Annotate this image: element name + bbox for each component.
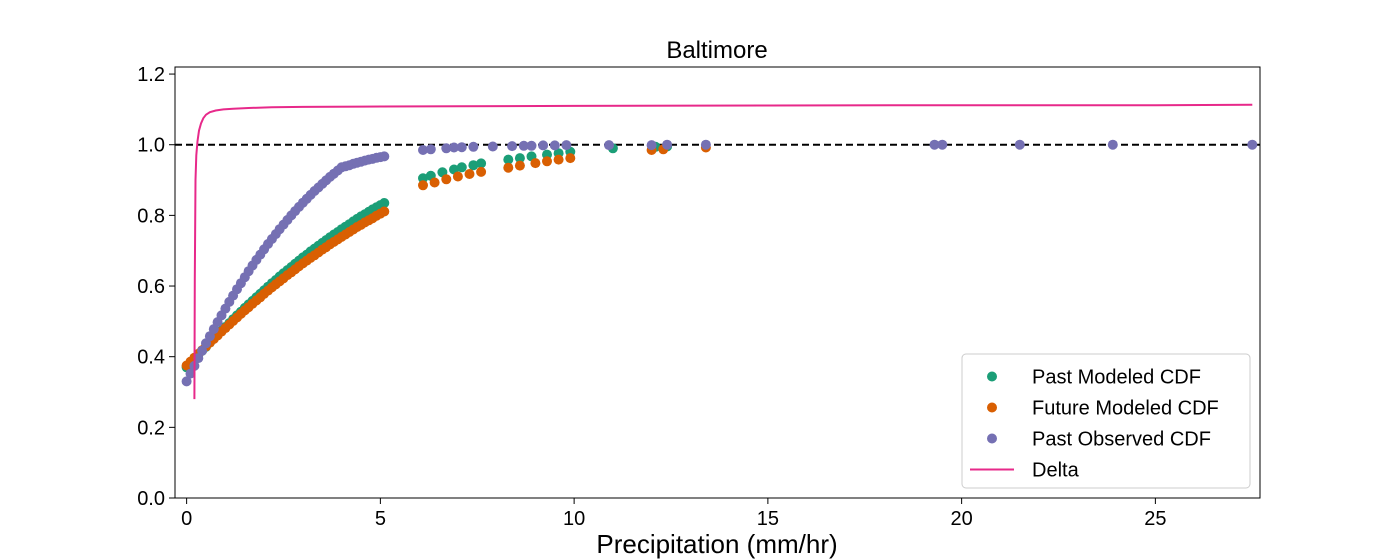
data-point (503, 162, 514, 173)
legend-label: Delta (1032, 460, 1080, 482)
data-point (561, 140, 572, 151)
x-tick-label: 10 (563, 508, 585, 530)
data-point (530, 158, 541, 169)
plot-frame (174, 66, 1261, 499)
data-point (604, 140, 614, 151)
data-point (549, 140, 560, 151)
data-point (526, 140, 537, 151)
data-point (425, 144, 436, 155)
data-point (565, 153, 576, 164)
x-tick-label: 5 (375, 508, 386, 530)
data-point (1107, 139, 1118, 150)
data-point (418, 180, 428, 191)
data-point (646, 140, 657, 151)
series-layer (181, 103, 1258, 400)
series-3 (193, 103, 1253, 400)
y-tick-label: 0.0 (137, 488, 165, 510)
data-point (487, 141, 498, 152)
data-point (538, 140, 549, 151)
x-tick-label: 15 (757, 508, 779, 530)
data-point (429, 177, 440, 188)
data-point (441, 174, 452, 185)
x-tick-label: 0 (181, 508, 192, 530)
data-point (468, 160, 479, 171)
data-point (507, 141, 518, 152)
x-tick-label: 20 (951, 508, 973, 530)
data-point (514, 160, 525, 171)
data-point (185, 368, 196, 379)
data-point (464, 169, 475, 179)
data-point (456, 142, 467, 153)
x-tick-label: 25 (1144, 508, 1166, 530)
data-point (700, 139, 711, 150)
data-point (476, 166, 487, 177)
data-point (379, 151, 390, 162)
y-tick-label: 0.8 (137, 205, 165, 227)
y-tick-label: 0.6 (137, 276, 165, 298)
data-point (929, 139, 940, 150)
chart-title: Baltimore (666, 37, 767, 64)
y-tick-label: 1.2 (137, 64, 165, 86)
legend-swatch-marker (987, 371, 997, 382)
series-2 (181, 139, 1258, 387)
legend-swatch-marker (987, 433, 997, 444)
data-point (503, 154, 514, 165)
y-tick-label: 0.4 (137, 347, 165, 369)
data-point (514, 153, 525, 164)
y-tick-label: 0.2 (137, 417, 165, 439)
data-point (379, 198, 390, 208)
data-point (193, 353, 204, 364)
data-point (379, 206, 390, 217)
data-point (1247, 139, 1258, 150)
y-axis-ticks: 0.0 0.2 0.4 0.6 0.8 1.0 1.2 (137, 64, 175, 510)
data-point (181, 376, 192, 387)
data-point (418, 173, 428, 184)
data-point (553, 154, 564, 165)
data-point (476, 158, 487, 169)
data-point (441, 143, 452, 154)
legend-label: Future Modeled CDF (1032, 398, 1219, 420)
data-point (518, 140, 529, 151)
data-point (468, 141, 479, 152)
data-point (662, 139, 673, 150)
legend: Past Modeled CDF Future Modeled CDF Past O… (961, 353, 1251, 489)
data-point (452, 171, 463, 182)
data-point (937, 139, 948, 150)
legend-swatch-marker (987, 402, 997, 413)
x-axis-ticks: 0 5 10 15 20 25 (181, 498, 1167, 530)
legend-label: Past Observed CDF (1032, 429, 1211, 451)
data-point (1014, 139, 1025, 150)
legend-box (961, 353, 1251, 489)
data-point (197, 345, 208, 356)
x-axis-label: Precipitation (mm/hr) (596, 529, 837, 559)
legend-label: Past Modeled CDF (1032, 367, 1201, 389)
data-point (449, 142, 459, 153)
data-point (418, 145, 428, 155)
data-point (456, 162, 467, 173)
data-point (542, 156, 552, 167)
delta-line (193, 103, 1253, 400)
y-tick-label: 1.0 (137, 135, 165, 157)
